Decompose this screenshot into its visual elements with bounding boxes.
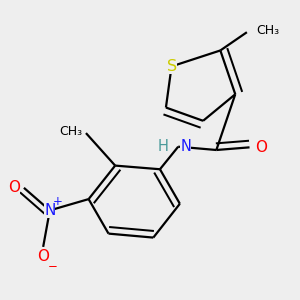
Text: N: N (44, 203, 56, 218)
Text: O: O (256, 140, 268, 155)
Text: S: S (167, 59, 177, 74)
Text: CH₃: CH₃ (59, 125, 83, 138)
Text: H: H (158, 139, 168, 154)
Text: O: O (37, 249, 49, 264)
Text: CH₃: CH₃ (256, 24, 279, 37)
Text: N: N (180, 139, 191, 154)
Text: +: + (53, 195, 63, 208)
Text: −: − (47, 260, 57, 273)
Text: O: O (8, 180, 20, 195)
